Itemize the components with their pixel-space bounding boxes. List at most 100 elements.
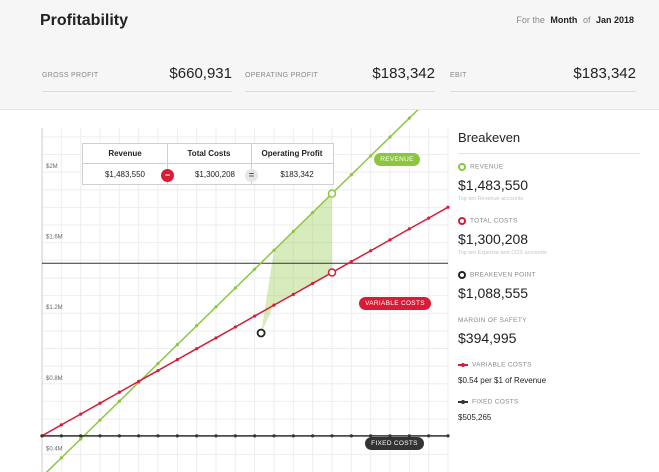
revenue-summary-sub: Top ten Revenue accounts xyxy=(458,196,524,202)
fixed-costs-point xyxy=(291,434,295,438)
calc-header-total-costs: Total Costs xyxy=(167,144,251,164)
fixed-costs-point xyxy=(427,434,431,438)
calc-divider xyxy=(167,144,168,185)
fixed-costs-point xyxy=(117,434,121,438)
period-unit-dropdown[interactable]: Month xyxy=(550,15,578,25)
revenue-line xyxy=(45,110,419,472)
metric-label: OPERATING PROFIT xyxy=(245,72,319,79)
fixed-costs-series-label[interactable]: FIXED COSTS xyxy=(365,437,424,450)
revenue-summary-value: $1,483,550 xyxy=(458,177,529,193)
variable-costs-series-label[interactable]: VARIABLE COSTS xyxy=(359,297,431,310)
variable-costs-point xyxy=(195,347,199,351)
fixed-costs-point xyxy=(253,434,257,438)
calc-value-revenue: $1,483,550 xyxy=(104,170,146,179)
fixed-costs-value: $505,265 xyxy=(458,413,492,422)
fixed-costs-point xyxy=(388,434,392,438)
variable-costs-point xyxy=(427,216,431,220)
fixed-costs-point xyxy=(272,434,276,438)
fixed-costs-point xyxy=(79,434,83,438)
metric-ebit[interactable]: EBIT $183,342 xyxy=(450,60,636,92)
period-mid: of xyxy=(582,15,591,25)
y-tick-label: $2M xyxy=(46,164,58,170)
metric-gross-profit[interactable]: GROSS PROFIT $660,931 xyxy=(42,60,232,92)
variable-costs-point xyxy=(214,336,218,340)
variable-costs-label: VARIABLE COSTS xyxy=(472,361,532,369)
margin-of-safety-summary[interactable]: MARGIN OF SAFETY $394,995 xyxy=(458,317,527,346)
total-costs-summary[interactable]: TOTAL COSTS $1,300,208 Top ten Expense a… xyxy=(458,217,547,256)
metric-operating-profit[interactable]: OPERATING PROFIT $183,342 xyxy=(245,60,435,92)
revenue-summary-header: REVENUE xyxy=(458,163,528,171)
revenue-series-label[interactable]: REVENUE xyxy=(374,153,420,166)
fixed-costs-point xyxy=(195,434,199,438)
revenue-point xyxy=(59,456,63,460)
fixed-costs-header: FIXED COSTS xyxy=(458,398,519,406)
fixed-costs-point xyxy=(137,434,141,438)
period-value-dropdown[interactable]: Jan 2018 xyxy=(595,15,634,25)
revenue-ring-icon xyxy=(458,163,466,171)
variable-costs-line xyxy=(41,206,449,437)
revenue-point xyxy=(195,324,199,328)
equals-icon: = xyxy=(245,169,258,182)
revenue-point xyxy=(349,173,353,177)
fixed-costs-point xyxy=(311,434,315,438)
variable-costs-point xyxy=(59,423,63,427)
metric-label: EBIT xyxy=(450,72,467,79)
revenue-point xyxy=(156,361,160,366)
variable-costs-point xyxy=(98,401,102,405)
total-costs-summary-header: TOTAL COSTS xyxy=(458,217,547,225)
variable-costs-point xyxy=(311,281,315,286)
revenue-point xyxy=(233,286,237,290)
revenue-point xyxy=(388,135,392,139)
revenue-point xyxy=(214,305,218,309)
minus-icon: − xyxy=(161,169,174,182)
variable-costs-point xyxy=(175,358,179,362)
revenue-point xyxy=(272,248,276,252)
variable-costs-summary[interactable]: VARIABLE COSTS $0.54 per $1 of Revenue xyxy=(458,361,546,385)
margin-of-safety-label: MARGIN OF SAFETY xyxy=(458,317,527,324)
y-tick-label: $1.6M xyxy=(46,235,63,241)
breakeven-ring-icon xyxy=(458,271,466,279)
breakeven-point-summary[interactable]: BREAKEVEN POINT $1,088,555 xyxy=(458,271,536,301)
fixed-costs-summary[interactable]: FIXED COSTS $505,265 xyxy=(458,398,519,422)
y-tick-label: $0.4M xyxy=(46,446,63,452)
metric-value: $660,931 xyxy=(169,65,232,82)
revenue-point xyxy=(175,343,179,347)
fixed-costs-point xyxy=(59,434,63,438)
calc-divider xyxy=(251,144,252,185)
calc-header-operating-profit: Operating Profit xyxy=(251,144,333,164)
fixed-costs-point xyxy=(349,434,353,438)
revenue-summary-label: REVENUE xyxy=(470,163,504,171)
breakeven-point-header: BREAKEVEN POINT xyxy=(458,271,536,279)
fixed-costs-point xyxy=(175,434,179,438)
revenue-point xyxy=(311,210,315,215)
margin-of-safety-value: $394,995 xyxy=(458,330,517,346)
revenue-point xyxy=(407,116,411,120)
variable-costs-point xyxy=(388,238,392,242)
revenue-point xyxy=(253,267,257,271)
variable-costs-header: VARIABLE COSTS xyxy=(458,361,546,369)
variable-costs-point xyxy=(349,259,353,264)
revenue-point xyxy=(117,399,121,403)
breakeven-chart[interactable]: $2M $1.6M $1.2M $0.8M $0.4M xyxy=(0,110,450,472)
fixed-costs-point xyxy=(330,434,334,438)
fixed-costs-point xyxy=(40,434,44,438)
revenue-point xyxy=(369,154,373,158)
total-costs-summary-sub: Top ten Expense and COS accounts xyxy=(458,250,547,256)
variable-costs-point xyxy=(446,205,450,209)
y-tick-label: $0.8M xyxy=(46,376,63,382)
variable-costs-value: $0.54 per $1 of Revenue xyxy=(458,376,547,385)
metric-value: $183,342 xyxy=(372,65,435,82)
fixed-costs-point xyxy=(369,434,373,438)
total-costs-summary-label: TOTAL COSTS xyxy=(470,217,518,225)
revenue-summary[interactable]: REVENUE $1,483,550 Top ten Revenue accou… xyxy=(458,163,528,202)
fixed-costs-point xyxy=(98,434,102,438)
page-header: Profitability For the Month of Jan 2018 … xyxy=(0,0,659,110)
revenue-point xyxy=(291,229,295,233)
variable-costs-point xyxy=(407,227,411,231)
breakeven-panel: Breakeven REVENUE $1,483,550 Top ten Rev… xyxy=(458,130,648,422)
breakeven-point-value: $1,088,555 xyxy=(458,285,529,301)
y-tick-label: $1.2M xyxy=(46,305,63,311)
variable-costs-point xyxy=(272,303,276,307)
calc-value-total-costs: $1,300,208 xyxy=(194,170,236,179)
fixed-costs-point xyxy=(446,434,450,438)
